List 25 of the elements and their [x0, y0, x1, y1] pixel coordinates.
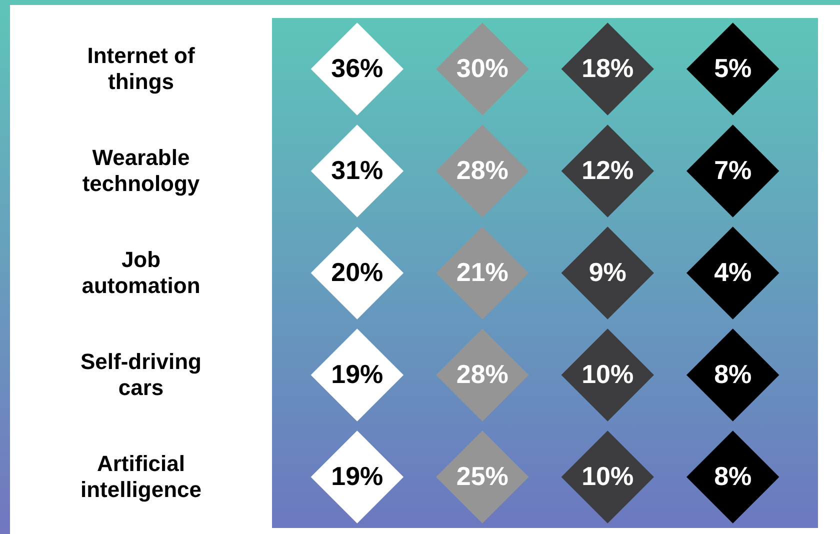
data-label: 28%: [456, 359, 508, 389]
data-label: 18%: [582, 53, 634, 83]
data-label: 28%: [456, 155, 508, 185]
category-label: Artificial intelligence: [79, 451, 203, 503]
category-label: Internet of things: [86, 43, 196, 95]
category-label: Wearable technology: [81, 145, 201, 197]
data-label: 31%: [331, 155, 384, 185]
data-label: 20%: [331, 257, 384, 287]
data-label: 10%: [582, 359, 634, 389]
data-label: 5%: [714, 53, 752, 83]
data-label: 25%: [456, 461, 508, 491]
data-label: 4%: [714, 257, 752, 287]
data-label: 12%: [582, 155, 634, 185]
data-label: 19%: [331, 461, 384, 491]
data-label: 8%: [714, 359, 752, 389]
category-label: Self-driving cars: [79, 349, 202, 401]
data-label: 19%: [331, 359, 384, 389]
data-label: 9%: [588, 257, 626, 287]
data-label: 21%: [456, 257, 508, 287]
data-label: 10%: [582, 461, 634, 491]
data-label: 7%: [714, 155, 752, 185]
data-label: 8%: [714, 461, 752, 491]
data-label: 30%: [456, 53, 508, 83]
category-label: Job automation: [80, 247, 202, 299]
data-label: 36%: [331, 53, 384, 83]
